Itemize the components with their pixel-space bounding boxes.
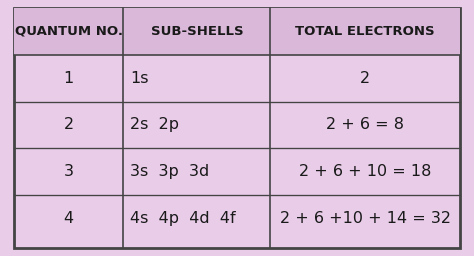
Text: 4s  4p  4d  4f: 4s 4p 4d 4f [130,211,236,226]
Text: QUANTUM NO.: QUANTUM NO. [15,25,123,38]
Text: 2: 2 [64,118,74,133]
Text: 2 + 6 +10 + 14 = 32: 2 + 6 +10 + 14 = 32 [280,211,451,226]
Text: TOTAL ELECTRONS: TOTAL ELECTRONS [295,25,435,38]
Text: 1: 1 [64,71,74,86]
Text: 4: 4 [64,211,74,226]
Text: 1s: 1s [130,71,148,86]
Text: 2 + 6 = 8: 2 + 6 = 8 [326,118,404,133]
Text: 2 + 6 + 10 = 18: 2 + 6 + 10 = 18 [299,164,431,179]
Text: 2s  2p: 2s 2p [130,118,179,133]
Text: 3: 3 [64,164,74,179]
Text: 2: 2 [360,71,370,86]
Text: 3s  3p  3d: 3s 3p 3d [130,164,210,179]
Bar [14,8,460,55]
Text: SUB-SHELLS: SUB-SHELLS [151,25,243,38]
